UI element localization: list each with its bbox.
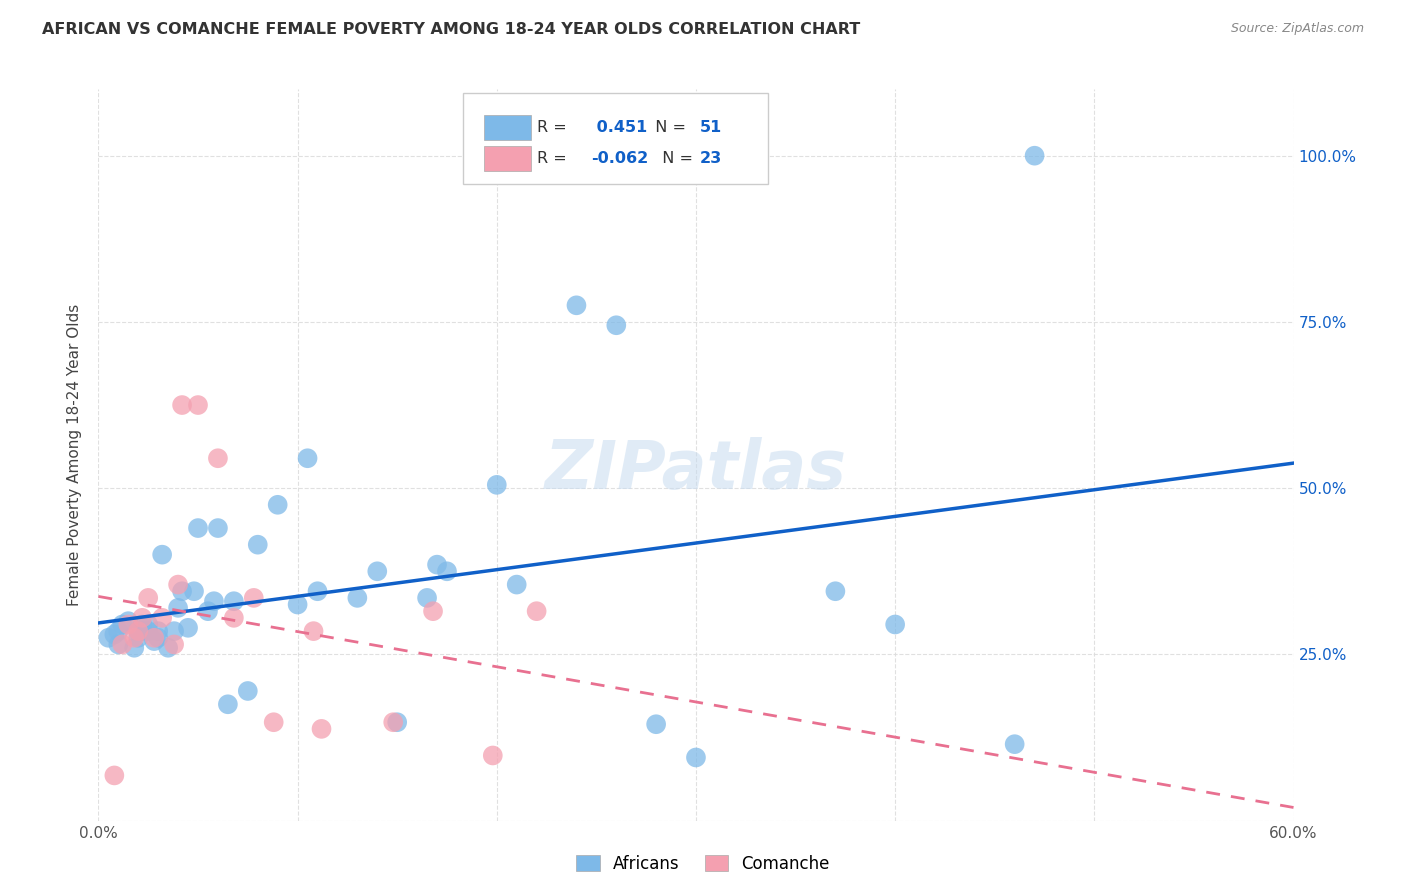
Point [1024,149,1046,163]
Point [222,594,245,608]
Text: -0.062: -0.062 [591,151,648,166]
Point [243,591,266,605]
Point [346,591,368,605]
Point [167,600,190,615]
Point [207,521,229,535]
Point [148,631,170,645]
Point [111,637,134,651]
Point [197,604,219,618]
Y-axis label: Female Poverty Among 18-24 Year Olds: Female Poverty Among 18-24 Year Olds [67,304,83,606]
Point [172,398,194,412]
Point [645,717,668,731]
Point [117,617,139,632]
Point [246,538,269,552]
Point [481,748,505,763]
Point [824,584,846,599]
Point [485,478,508,492]
Point [172,584,194,599]
Point [297,451,319,466]
Point [267,498,290,512]
Point [103,627,125,641]
Point [136,617,159,632]
Point [506,577,529,591]
Point [143,634,166,648]
Point [187,398,209,412]
Point [107,624,129,639]
FancyBboxPatch shape [485,146,531,171]
Point [157,640,180,655]
Text: ZIPatlas: ZIPatlas [546,436,846,502]
Point [685,750,707,764]
Point [143,631,166,645]
Point [385,715,409,730]
Point [148,624,170,639]
Point [127,631,149,645]
Point [236,684,259,698]
Point [307,584,329,599]
Point [202,594,225,608]
Point [526,604,548,618]
Text: Source: ZipAtlas.com: Source: ZipAtlas.com [1230,22,1364,36]
Point [163,637,186,651]
Point [302,624,325,639]
Text: N =: N = [652,151,697,166]
Point [436,564,458,578]
Text: R =: R = [537,120,572,135]
Point [884,617,907,632]
Point [366,564,388,578]
Point [426,558,449,572]
FancyBboxPatch shape [463,93,768,185]
Point [131,624,153,639]
Point [150,611,173,625]
Text: N =: N = [644,120,690,135]
Point [382,715,405,730]
Point [127,624,149,639]
Point [167,577,190,591]
Point [207,451,229,466]
Point [136,624,159,639]
Point [131,611,153,625]
Text: 0.451: 0.451 [591,120,647,135]
Point [124,640,146,655]
FancyBboxPatch shape [485,115,531,140]
Point [287,598,309,612]
Text: AFRICAN VS COMANCHE FEMALE POVERTY AMONG 18-24 YEAR OLDS CORRELATION CHART: AFRICAN VS COMANCHE FEMALE POVERTY AMONG… [42,22,860,37]
Point [131,617,153,632]
Point [222,611,245,625]
Point [263,715,285,730]
Point [136,591,159,605]
Point [127,624,149,639]
Text: R =: R = [537,151,572,166]
Point [1004,737,1026,751]
Point [117,614,139,628]
Point [416,591,439,605]
Point [183,584,205,599]
Legend: Africans, Comanche: Africans, Comanche [569,848,837,880]
Point [150,548,173,562]
Point [311,722,333,736]
Point [97,631,120,645]
Point [187,521,209,535]
Point [422,604,444,618]
Text: 51: 51 [700,120,721,135]
Text: 23: 23 [700,151,721,166]
Point [111,617,134,632]
Point [103,768,125,782]
Point [107,637,129,651]
Point [217,698,239,712]
Point [124,631,146,645]
Point [163,624,186,639]
Point [565,298,588,312]
Point [177,621,200,635]
Point [605,318,627,333]
